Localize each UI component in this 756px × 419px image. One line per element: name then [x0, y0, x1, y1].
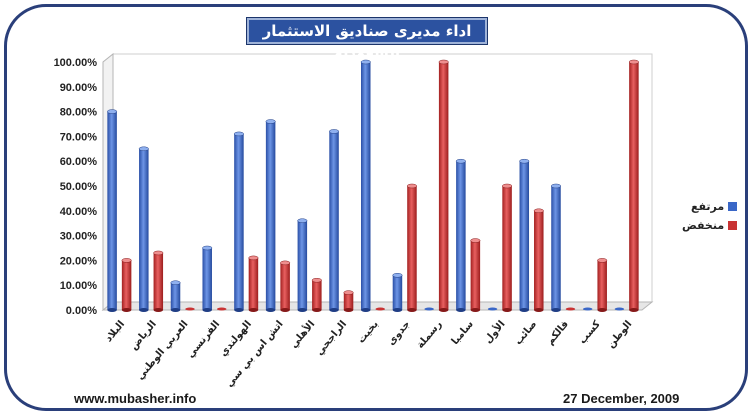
x-tick-label: صائب: [513, 319, 539, 347]
x-tick-label: الفرنسي: [185, 319, 222, 360]
legend: مرتفع منخفض: [682, 200, 738, 238]
bar: [470, 238, 481, 312]
x-tick-label: رسملة: [415, 319, 444, 351]
bar: [502, 183, 513, 312]
y-tick-label: 60.00%: [60, 156, 98, 168]
y-tick-label: 50.00%: [60, 181, 98, 193]
y-tick-label: 0.00%: [66, 305, 97, 317]
x-tick-label: الأول: [481, 318, 508, 346]
back-wall: [112, 53, 653, 303]
x-tick-label: كسب: [577, 319, 603, 347]
bar: [202, 245, 213, 312]
bar: [406, 183, 417, 312]
y-tick-label: 40.00%: [60, 206, 98, 218]
x-tick-label: الأهلي: [287, 318, 318, 351]
y-tick-label: 70.00%: [60, 131, 98, 143]
y-tick-label: 10.00%: [60, 280, 98, 292]
legend-swatch-high: [728, 202, 738, 211]
bar: [487, 307, 498, 311]
x-tick-label: اتش اس بي سي: [224, 319, 286, 390]
y-tick-label: 100.00%: [54, 57, 98, 69]
bar: [550, 183, 561, 312]
x-tick-label: فالكم: [545, 319, 571, 347]
legend-label-low: منخفض: [682, 219, 725, 232]
y-tick-label: 30.00%: [60, 231, 98, 243]
x-tick-label: الرياض: [128, 319, 159, 352]
bar: [455, 158, 466, 312]
legend-label-high: مرتفع: [690, 200, 725, 213]
date-label: 27 December, 2009: [563, 391, 680, 406]
bar: [375, 307, 385, 311]
bar: [265, 119, 276, 312]
y-tick-label: 80.00%: [60, 107, 98, 119]
bar: [185, 307, 195, 311]
bar: [392, 273, 403, 312]
y-tick-label: 90.00%: [60, 82, 98, 94]
bar: [628, 59, 639, 312]
legend-item-high: مرتفع: [682, 200, 738, 213]
bar: [297, 218, 308, 312]
bar: [343, 290, 354, 312]
x-tick-label: الراجحي: [314, 319, 349, 358]
bars: [107, 59, 639, 312]
bar: [138, 146, 149, 312]
chart-title: اداء مديرى صناديق الاستثمار السعودية: [247, 18, 487, 62]
bar: [170, 280, 181, 312]
bar: [519, 158, 530, 312]
bar: [614, 307, 625, 311]
legend-swatch-low: [728, 221, 738, 230]
bar: [533, 208, 544, 312]
x-tick-label: البلاد: [103, 319, 127, 344]
bar: [360, 59, 371, 312]
legend-item-low: منخفض: [682, 219, 738, 232]
bar: [329, 129, 340, 312]
bar: [233, 131, 244, 312]
bar: [565, 307, 576, 311]
bar: [311, 277, 322, 312]
bar: [597, 258, 608, 312]
x-tick-label: جدوى: [386, 319, 413, 348]
bar: [248, 255, 259, 312]
x-tick-label: سامبا: [450, 319, 476, 347]
bar: [280, 260, 291, 312]
x-tick-label: الوطن: [606, 319, 635, 350]
y-tick-label: 20.00%: [60, 255, 98, 267]
bar: [121, 258, 132, 312]
website-label: www.mubasher.info: [74, 391, 197, 406]
bar: [216, 307, 227, 311]
bar: [438, 59, 449, 312]
bar: [107, 109, 118, 312]
bar: [153, 250, 164, 312]
x-tick-label: بخيت: [356, 319, 381, 346]
axes: [101, 52, 654, 312]
y-tick-labels: 0.00% 10.00% 20.00% 30.00% 40.00% 50.00% 60.00…: [54, 57, 98, 317]
bar: [424, 307, 434, 311]
bar: [582, 307, 593, 311]
